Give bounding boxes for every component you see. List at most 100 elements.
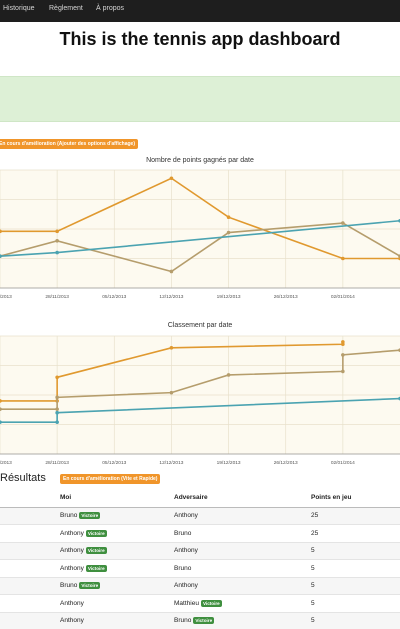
opponent-cell: Anthony [172,577,309,595]
victory-badge: Victoire [193,617,215,625]
table-row: Anthony Bruno Victoire 5 [0,612,400,629]
data-point [0,407,2,411]
data-point [55,395,59,400]
charts-status-badge: En cours d'amélioration (Ajouter des opt… [0,139,139,149]
points-cell-text: 5 [311,547,315,555]
header-blank [0,489,58,508]
me-cell-text: Anthony [60,547,84,555]
header-points: Points en jeu [309,489,400,508]
victory-badge: Victoire [85,547,107,555]
opponent-cell: Bruno Victoire [172,612,309,629]
data-point [55,410,59,415]
row-blank-cell [0,524,58,543]
series-line [0,349,400,410]
points-cell-text: 5 [311,617,315,625]
series-line [0,177,400,260]
points-cell-text: 5 [311,599,315,607]
opponent-cell-text: Anthony [174,547,198,555]
x-tick-label: 02/01/2014 [331,294,355,300]
opponent-cell-text: Bruno [174,529,192,537]
series-line [0,222,400,273]
points-cell-text: 5 [311,564,315,572]
victory-badge: Victoire [200,599,222,607]
nav-reglement[interactable]: Règlement [49,5,83,12]
me-cell-text: Bruno [60,582,78,590]
data-point [341,221,345,225]
data-point [0,420,2,424]
points-cell: 5 [309,559,400,578]
x-tick-label: 26/12/2013 [274,460,298,466]
data-point [55,420,59,424]
opponent-cell-text: Bruno [174,617,192,625]
nav-historique[interactable]: Historique [3,5,35,12]
data-point [341,353,345,357]
table-row: Anthony Victoire Bruno 25 [0,524,400,543]
data-point [55,229,59,234]
table-row: Anthony Matthieu Victoire 5 [0,594,400,613]
row-blank-cell [0,594,58,613]
opponent-cell: Anthony [172,542,309,560]
points-chart-title: Nombre de points gagnés par date [146,157,254,164]
x-tick-label: 05/12/2013 [102,294,126,300]
points-cell-text: 25 [311,529,319,537]
x-tick-label: 21/11/2013 [0,460,12,466]
data-point [55,407,59,411]
me-cell-text: Anthony [60,617,84,625]
page-title: This is the tennis app dashboard [59,29,341,49]
data-point [0,254,2,258]
x-tick-label: 12/12/2013 [159,294,183,300]
data-point [0,399,2,403]
me-cell: Anthony [58,612,172,629]
data-point [0,229,2,234]
me-cell: Anthony Victoire [58,524,172,543]
x-tick-label: 28/11/2013 [45,294,69,300]
data-point [55,375,59,380]
results-title: Résultats [0,472,46,484]
x-tick-label: 12/12/2013 [159,460,183,466]
me-cell-text: Anthony [60,564,84,572]
opponent-cell: Anthony [172,507,309,525]
victory-badge: Victoire [85,529,107,537]
header-me: Moi [58,489,172,508]
data-point [169,269,174,274]
table-row: Bruno Victoire Anthony 5 [0,577,400,595]
table-row: Anthony Victoire Bruno 5 [0,559,400,578]
row-blank-cell [0,577,58,595]
victory-badge: Victoire [79,512,101,520]
row-blank-cell [0,612,58,629]
opponent-cell-text: Anthony [174,512,198,520]
points-cell: 25 [309,507,400,525]
alert-banner [0,76,400,122]
me-cell: Bruno Victoire [58,577,172,595]
me-cell: Bruno Victoire [58,507,172,525]
x-tick-label: 21/11/2013 [0,294,12,300]
data-point [226,373,231,377]
x-tick-label: 26/12/2013 [274,294,298,300]
me-cell: Anthony Victoire [58,559,172,578]
series-line [0,397,400,423]
table-row: Bruno Victoire Anthony 25 [0,507,400,525]
points-cell-text: 25 [311,512,319,520]
x-tick-label: 28/11/2013 [45,460,69,466]
points-chart: 21/11/2013 28/11/2013 05/12/2013 12/12/2013… [0,169,400,300]
data-point [341,340,345,344]
data-point [341,369,345,374]
results-header-row: Moi Adversaire Points en jeu [0,489,400,508]
header-opponent: Adversaire [172,489,309,508]
me-cell: Anthony [58,594,172,613]
victory-badge: Victoire [85,564,107,572]
points-cell: 5 [309,594,400,613]
data-point [169,390,174,395]
x-tick-label: 19/12/2013 [217,294,241,300]
opponent-cell: Matthieu Victoire [172,594,309,613]
nav-a-propos[interactable]: À propos [96,5,125,12]
data-point [341,256,345,261]
me-cell-text: Anthony [60,599,84,607]
data-point [169,176,174,181]
opponent-cell-text: Bruno [174,564,192,572]
me-cell-text: Bruno [60,512,78,520]
opponent-cell-text: Matthieu [174,599,199,607]
points-cell: 5 [309,542,400,560]
opponent-cell: Bruno [172,524,309,543]
opponent-cell: Bruno [172,559,309,578]
